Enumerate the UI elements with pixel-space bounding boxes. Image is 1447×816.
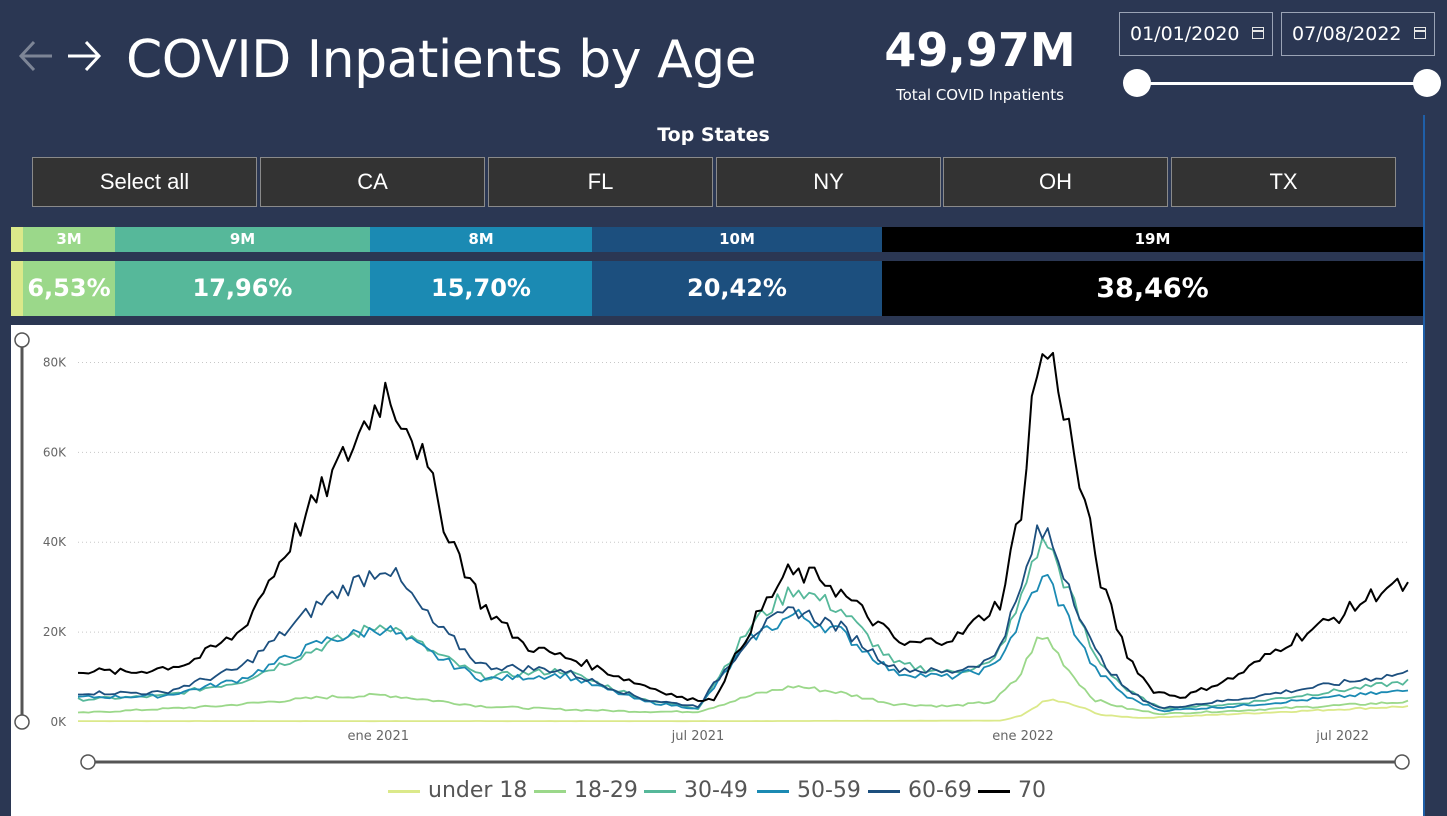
filter-button-ca[interactable]: CA [260,157,485,207]
legend-swatch [388,789,420,793]
date-slider-track[interactable] [1137,82,1427,85]
x-tick-label: jul 2022 [1315,729,1369,744]
filter-button-ny[interactable]: NY [716,157,941,207]
legend-swatch [757,789,789,793]
legend-label: under 18 [428,778,528,803]
kpi-label: Total COVID Inpatients [896,86,1064,104]
legend-item-30-49[interactable]: 30-49 [644,776,748,806]
filter-button-oh[interactable]: OH [943,157,1168,207]
legend-item-70[interactable]: 70 [978,776,1046,806]
panel-divider [1423,115,1425,816]
calendar-icon[interactable] [1414,27,1426,39]
series-line-18-29[interactable] [77,636,1409,716]
filter-button-select-all[interactable]: Select all [32,157,257,207]
calendar-icon[interactable] [1252,27,1264,39]
age-count-segment-30-49[interactable]: 9M [115,227,370,252]
age-share-segment-30-49[interactable]: 17,96% [115,261,370,316]
y-tick-label: 40K [43,535,67,549]
series-line-under-18[interactable] [78,698,1409,723]
date-slider-start-handle[interactable] [1123,69,1151,97]
y-tick-label: 80K [43,355,67,369]
age-share-segment-60-69[interactable]: 20,42% [592,261,882,316]
age-count-segment-50-59[interactable]: 8M [370,227,592,252]
series-line-30-49[interactable] [77,536,1409,711]
legend-label: 70 [1018,778,1046,803]
y-tick-label: 0K [50,715,67,729]
date-end-input[interactable]: 07/08/2022 [1281,12,1435,56]
date-start-value: 01/01/2020 [1130,23,1240,45]
legend-swatch [868,789,900,793]
y-zoom-slider-bottom-handle[interactable] [14,714,30,730]
kpi-value: 49,97M [884,23,1076,77]
legend-item-under-18[interactable]: under 18 [388,776,527,806]
legend-item-18-29[interactable]: 18-29 [534,776,638,806]
age-count-segment-18-29[interactable]: 3M [23,227,115,252]
filter-heading: Top States [657,124,770,146]
legend-label: 60-69 [908,778,972,803]
age-count-segment-60-69[interactable]: 10M [592,227,882,252]
date-slider-end-handle[interactable] [1413,69,1441,97]
legend-swatch [644,789,676,793]
legend-item-60-69[interactable]: 60-69 [868,776,972,806]
legend-label: 50-59 [797,778,861,803]
legend-label: 30-49 [684,778,748,803]
back-arrow-icon[interactable] [18,36,54,80]
filter-button-tx[interactable]: TX [1171,157,1396,207]
series-line-70[interactable] [77,351,1409,702]
y-tick-label: 60K [43,445,67,459]
filter-button-fl[interactable]: FL [488,157,713,207]
legend-item-50-59[interactable]: 50-59 [757,776,861,806]
legend-label: 18-29 [574,778,638,803]
age-count-segment-under-18[interactable] [11,227,23,252]
x-tick-label: ene 2022 [992,729,1053,744]
series-line-60-69[interactable] [77,524,1409,709]
x-tick-label: jul 2021 [671,729,725,744]
page-title: COVID Inpatients by Age [126,30,757,90]
age-count-segment-70[interactable]: 19M [882,227,1423,252]
y-tick-label: 20K [43,625,67,639]
series-line-50-59[interactable] [77,574,1409,713]
forward-arrow-icon[interactable] [66,36,102,80]
age-share-segment-70[interactable]: 38,46% [882,261,1423,316]
line-chart-panel [11,325,1423,816]
x-tick-label: ene 2021 [348,729,409,744]
age-share-segment-18-29[interactable]: 6,53% [23,261,115,316]
date-end-value: 07/08/2022 [1292,23,1402,45]
x-zoom-slider-right-handle[interactable] [1394,754,1410,770]
legend-swatch [978,789,1010,793]
x-zoom-slider-left-handle[interactable] [80,754,96,770]
date-start-input[interactable]: 01/01/2020 [1119,12,1273,56]
legend-swatch [534,789,566,793]
y-zoom-slider-top-handle[interactable] [14,332,30,348]
age-share-segment-50-59[interactable]: 15,70% [370,261,592,316]
age-share-segment-under-18[interactable] [11,261,23,316]
